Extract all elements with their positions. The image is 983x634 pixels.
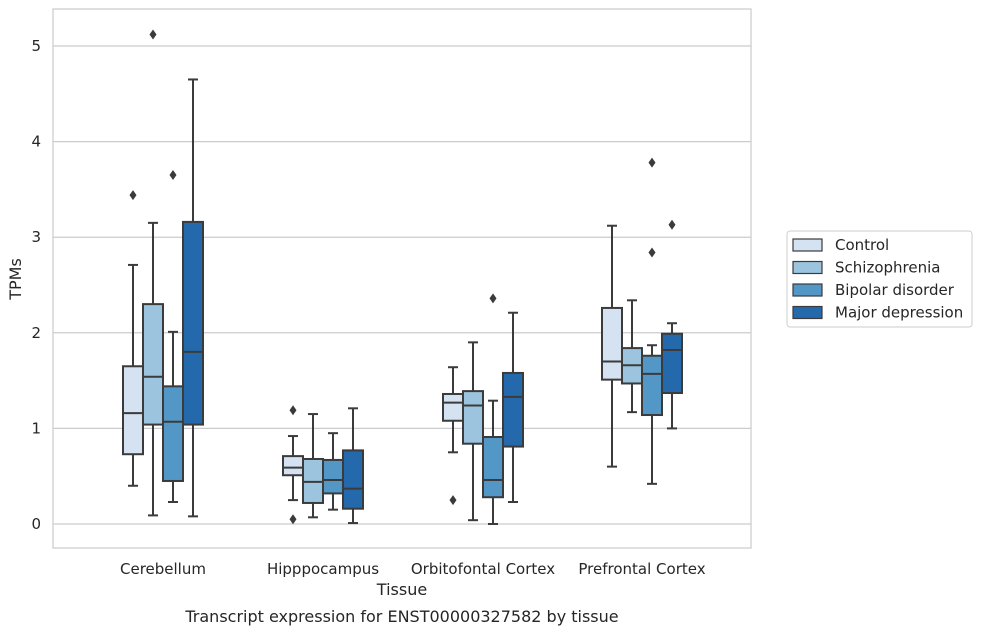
- iqr-box: [322, 458, 344, 495]
- legend-items: Control Schizophrenia Bipolar disorder Majo…: [792, 236, 963, 322]
- iqr-box: [162, 385, 184, 482]
- y-tick-labels: 0 1 2 3 4 5: [31, 37, 41, 533]
- iqr-box: [482, 436, 504, 499]
- y-tick-label: 0: [31, 515, 41, 533]
- legend-swatch: [792, 260, 823, 275]
- legend-label: Schizophrenia: [835, 259, 940, 277]
- outlier-point: [149, 29, 157, 40]
- legend-label: Bipolar disorder: [835, 281, 955, 299]
- iqr-box: [442, 392, 464, 422]
- box-group: [122, 29, 204, 518]
- chart-caption: Transcript expression for ENST0000032758…: [184, 607, 618, 626]
- x-tick-labels: Cerebellum Hipppocampus Orbitofontal Corte…: [120, 560, 706, 578]
- legend-swatch: [792, 238, 823, 252]
- iqr-box: [661, 332, 683, 395]
- y-tick-label: 5: [31, 37, 41, 55]
- plot-area: [53, 9, 751, 548]
- x-tick-label: Orbitofontal Cortex: [411, 560, 555, 578]
- y-tick-label: 3: [31, 228, 41, 246]
- outlier-point: [169, 170, 177, 181]
- box-group: [442, 293, 524, 525]
- y-axis-title: TPMs: [6, 258, 25, 301]
- outlier-point: [648, 157, 656, 168]
- x-axis-title: Tissue: [376, 580, 427, 599]
- box-group: [601, 157, 683, 485]
- outlier-point: [289, 514, 297, 525]
- x-tick-label: Cerebellum: [120, 560, 206, 578]
- outlier-point: [289, 405, 297, 416]
- y-tick-label: 2: [31, 324, 41, 342]
- x-tick-label: Hipppocampus: [267, 560, 379, 578]
- legend-swatch: [792, 305, 823, 320]
- iqr-box: [122, 365, 144, 456]
- iqr-box: [142, 303, 164, 426]
- legend-label: Control: [835, 236, 889, 254]
- iqr-box: [502, 371, 524, 448]
- outlier-point: [489, 293, 497, 304]
- x-tick-label: Prefrontal Cortex: [578, 560, 705, 578]
- iqr-box: [342, 449, 364, 510]
- iqr-box: [462, 390, 484, 445]
- legend-frame: [786, 230, 973, 328]
- legend-label: Major depression: [835, 304, 963, 322]
- box-groups: [122, 29, 683, 525]
- outlier-point: [129, 190, 137, 201]
- y-tick-label: 4: [31, 133, 41, 151]
- legend-swatch: [792, 283, 823, 297]
- y-tick-label: 1: [31, 419, 41, 437]
- iqr-box: [182, 220, 204, 426]
- outlier-point: [449, 495, 457, 506]
- outlier-point: [668, 219, 676, 230]
- iqr-box: [282, 455, 304, 477]
- plot-frame: [52, 8, 752, 549]
- iqr-box: [641, 354, 663, 417]
- box-group: [282, 405, 364, 525]
- legend: Control Schizophrenia Bipolar disorder Majo…: [786, 230, 973, 328]
- iqr-box: [601, 306, 623, 381]
- outlier-point: [648, 247, 656, 258]
